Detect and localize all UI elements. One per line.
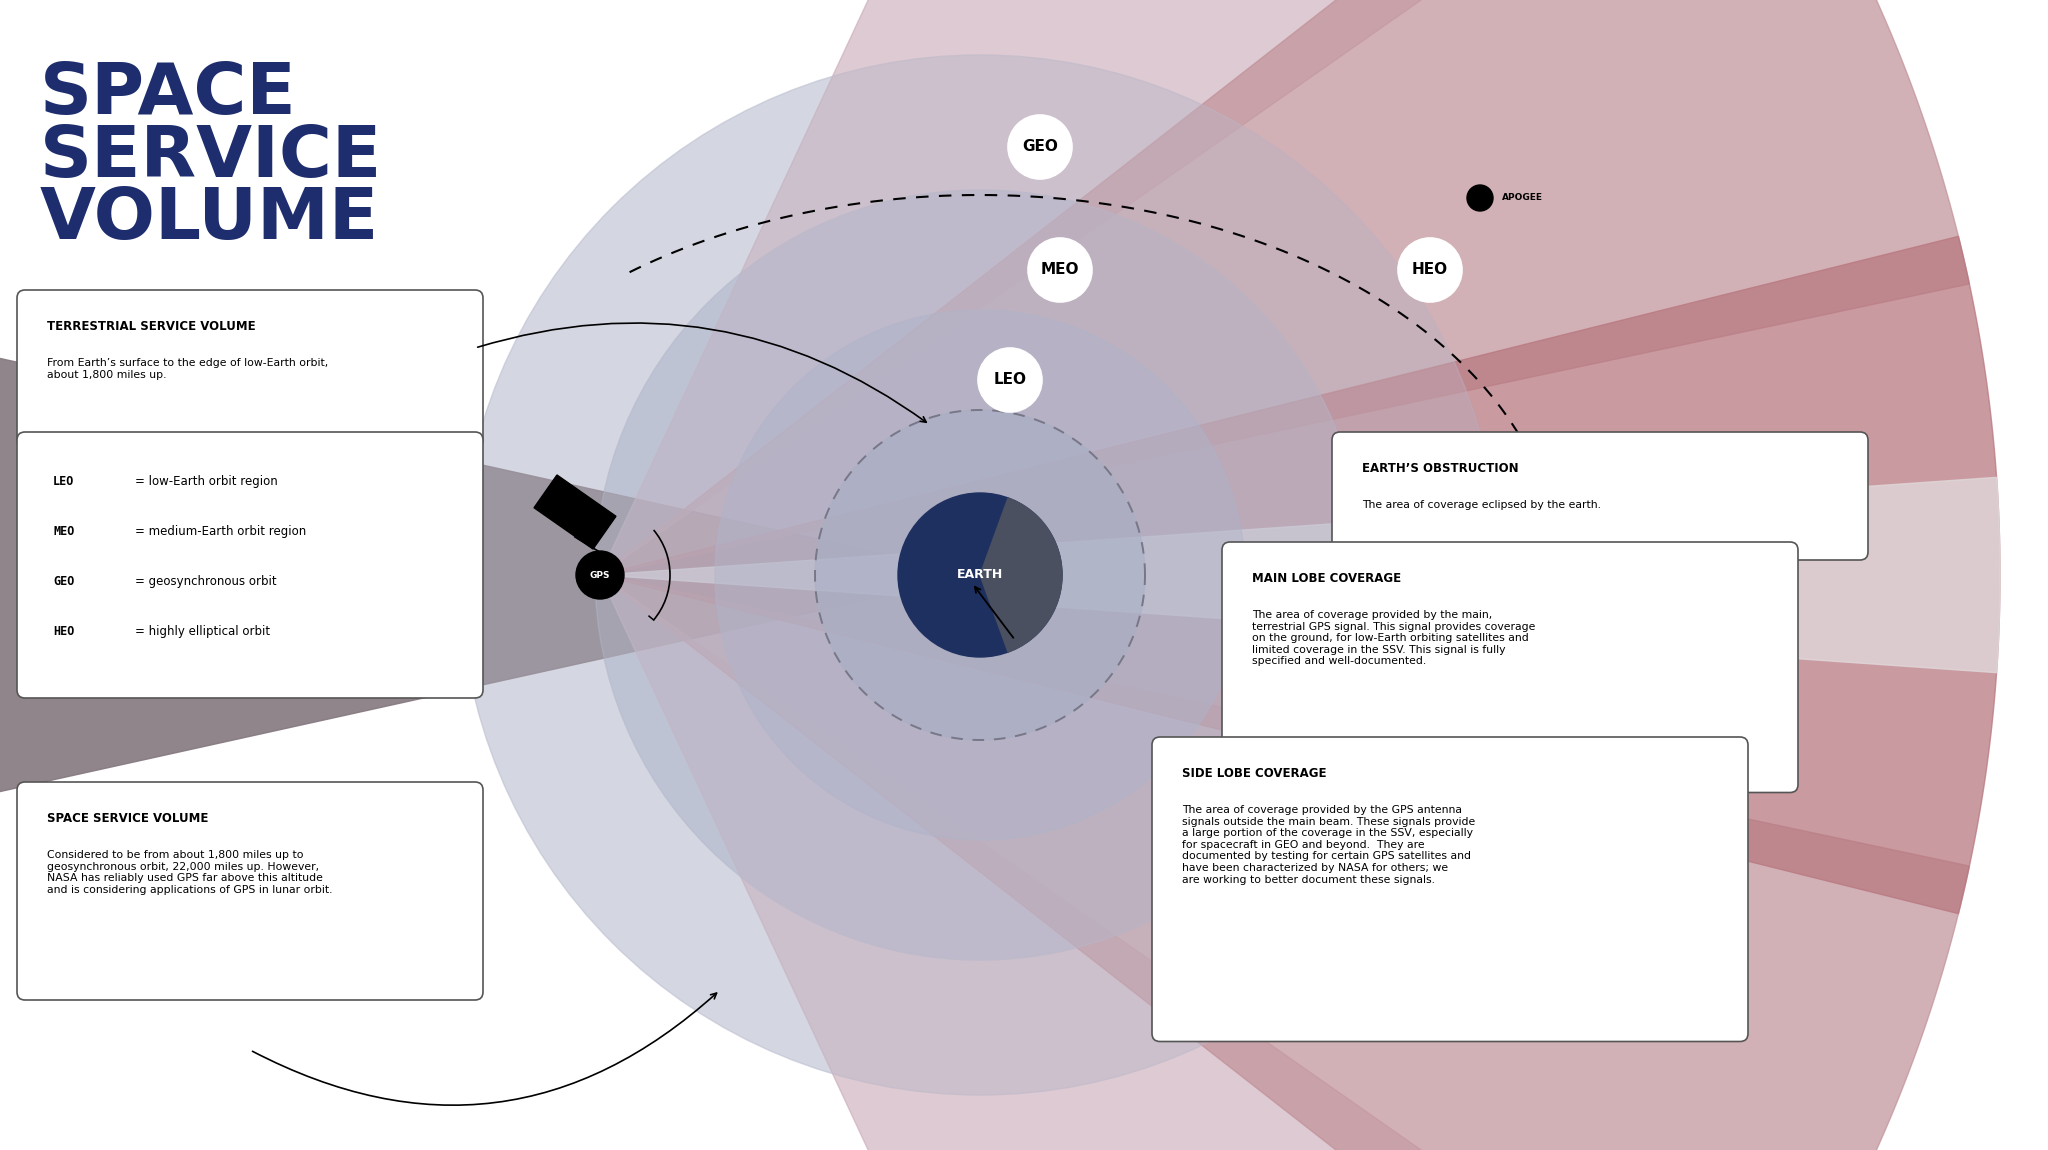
- Polygon shape: [600, 575, 1747, 1150]
- Circle shape: [815, 411, 1145, 739]
- Text: LEO: LEO: [53, 475, 74, 488]
- Text: GPS: GPS: [590, 570, 610, 580]
- Polygon shape: [600, 575, 1970, 1150]
- FancyBboxPatch shape: [1331, 432, 1868, 560]
- Text: SPACE SERVICE VOLUME: SPACE SERVICE VOLUME: [47, 812, 209, 825]
- Text: HEO: HEO: [53, 624, 74, 638]
- Text: MEO: MEO: [1040, 262, 1079, 277]
- Circle shape: [1028, 238, 1092, 302]
- Circle shape: [815, 411, 1145, 739]
- Circle shape: [596, 190, 1366, 960]
- Circle shape: [1399, 238, 1462, 302]
- Bar: [535, 475, 616, 549]
- Text: SPACE
SERVICE
VOLUME: SPACE SERVICE VOLUME: [41, 60, 383, 254]
- Text: HEO: HEO: [1411, 262, 1448, 277]
- Text: EARTH: EARTH: [956, 568, 1004, 582]
- Circle shape: [715, 310, 1245, 840]
- FancyBboxPatch shape: [1223, 542, 1798, 792]
- Text: = low-Earth orbit region: = low-Earth orbit region: [135, 475, 279, 488]
- Text: The area of coverage provided by the GPS antenna
signals outside the main beam. : The area of coverage provided by the GPS…: [1182, 805, 1475, 884]
- Circle shape: [461, 55, 1499, 1095]
- Circle shape: [596, 190, 1366, 960]
- Text: = geosynchronous orbit: = geosynchronous orbit: [135, 575, 276, 588]
- Polygon shape: [600, 0, 1747, 575]
- Polygon shape: [600, 477, 2001, 673]
- Text: EARTH’S OBSTRUCTION: EARTH’S OBSTRUCTION: [1362, 462, 1520, 475]
- Text: The area of coverage provided by the main,
terrestrial GPS signal. This signal p: The area of coverage provided by the mai…: [1251, 610, 1536, 666]
- Text: = highly elliptical orbit: = highly elliptical orbit: [135, 624, 270, 638]
- Text: The area of coverage eclipsed by the earth.: The area of coverage eclipsed by the ear…: [1362, 500, 1602, 509]
- Text: GEO: GEO: [53, 575, 74, 588]
- Polygon shape: [600, 236, 2001, 914]
- Text: GEO: GEO: [1022, 139, 1059, 154]
- Circle shape: [979, 348, 1042, 412]
- Text: From Earth’s surface to the edge of low-Earth orbit,
about 1,800 miles up.: From Earth’s surface to the edge of low-…: [47, 358, 328, 380]
- Text: LEO: LEO: [993, 373, 1026, 388]
- Text: APOGEE: APOGEE: [1501, 193, 1542, 202]
- FancyBboxPatch shape: [1151, 737, 1749, 1042]
- Circle shape: [1466, 185, 1493, 210]
- Text: TERRESTRIAL SERVICE VOLUME: TERRESTRIAL SERVICE VOLUME: [47, 320, 256, 334]
- Circle shape: [575, 551, 625, 599]
- Circle shape: [715, 310, 1245, 840]
- FancyBboxPatch shape: [16, 290, 483, 448]
- Circle shape: [461, 55, 1499, 1095]
- Circle shape: [1008, 115, 1071, 179]
- Circle shape: [897, 493, 1063, 657]
- Text: MAIN LOBE COVERAGE: MAIN LOBE COVERAGE: [1251, 572, 1401, 585]
- FancyBboxPatch shape: [16, 782, 483, 1000]
- Text: = medium-Earth orbit region: = medium-Earth orbit region: [135, 526, 307, 538]
- Text: MEO: MEO: [53, 526, 74, 538]
- Polygon shape: [600, 0, 1970, 575]
- Text: SIDE LOBE COVERAGE: SIDE LOBE COVERAGE: [1182, 767, 1327, 780]
- Wedge shape: [981, 498, 1063, 652]
- Text: Considered to be from about 1,800 miles up to
geosynchronous orbit, 22,000 miles: Considered to be from about 1,800 miles …: [47, 850, 332, 895]
- Polygon shape: [0, 338, 899, 812]
- FancyBboxPatch shape: [16, 432, 483, 698]
